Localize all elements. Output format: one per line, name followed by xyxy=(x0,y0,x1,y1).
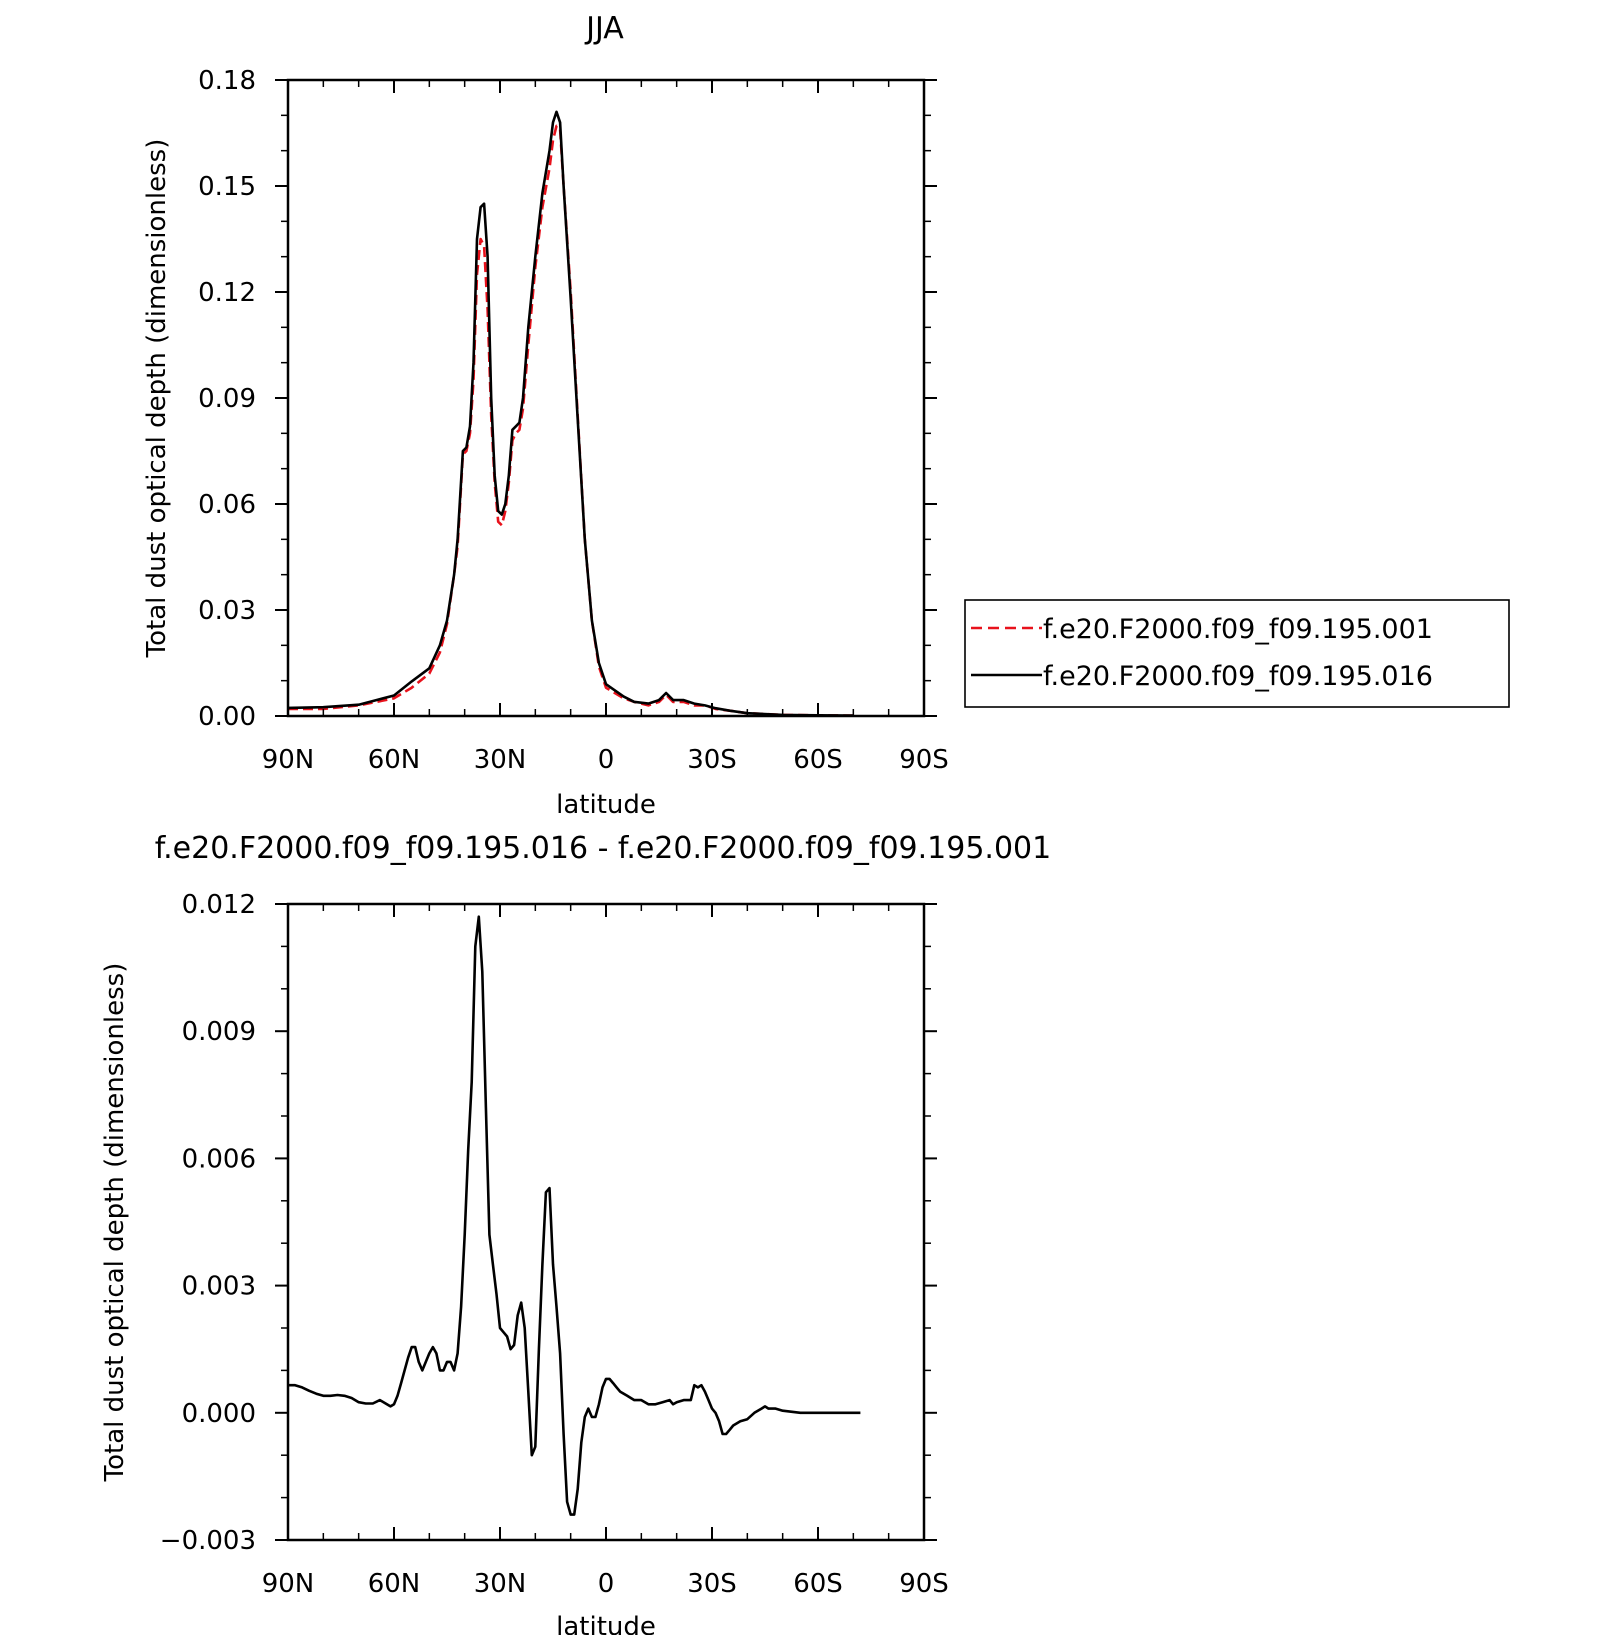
bottom-x-tick-label: 90S xyxy=(899,1569,949,1599)
top-series-line-2 xyxy=(287,110,854,717)
top-plot-frame xyxy=(286,78,926,718)
top-x-axis-label: latitude xyxy=(556,790,656,820)
top-y-tick-label: 0.18 xyxy=(198,66,256,96)
bottom-y-tick-label: 0.009 xyxy=(182,1017,256,1047)
legend-box xyxy=(964,599,1510,708)
top-x-tick-label: 90S xyxy=(899,745,949,775)
bottom-x-axis-label: latitude xyxy=(556,1612,656,1635)
top-x-tick-label: 90N xyxy=(262,745,315,775)
bottom-y-tick-label: −0.003 xyxy=(160,1526,256,1556)
bottom-x-tick-label: 0 xyxy=(598,1569,615,1599)
bottom-x-tick-label: 30S xyxy=(687,1569,737,1599)
bottom-chart: f.e20.F2000.f09_f09.195.016 - f.e20.F200… xyxy=(100,831,1051,1635)
top-y-tick-label: 0.15 xyxy=(198,172,256,202)
top-chart: JJA 90N 60N 30N 0 30S 60S 90S 0.00 0.03 0.06 0.09 0… xyxy=(142,11,949,820)
bottom-y-tick-label: 0.006 xyxy=(182,1144,256,1174)
bottom-plot-frame xyxy=(286,902,926,1542)
legend: f.e20.F2000.f09_f09.195.001 f.e20.F2000.… xyxy=(964,599,1510,708)
top-series-line-1 xyxy=(288,124,854,717)
bottom-chart-title: f.e20.F2000.f09_f09.195.016 - f.e20.F200… xyxy=(155,831,1051,866)
bottom-x-tick-label: 90N xyxy=(262,1569,315,1599)
top-x-tick-label: 60S xyxy=(793,745,843,775)
top-x-tick-label: 30S xyxy=(687,745,737,775)
bottom-x-tick-label: 60S xyxy=(793,1569,843,1599)
bottom-y-tick-label: 0.000 xyxy=(182,1399,256,1429)
bottom-x-tick-label: 30N xyxy=(474,1569,527,1599)
top-x-tick-label: 60N xyxy=(368,745,421,775)
top-y-tick-label: 0.06 xyxy=(198,490,256,520)
top-x-tick-label: 30N xyxy=(474,745,527,775)
bottom-y-tick-label: 0.012 xyxy=(182,890,256,920)
bottom-y-tick-label: 0.003 xyxy=(182,1272,256,1302)
top-y-tick-label: 0.09 xyxy=(198,384,256,414)
top-x-tick-label: 0 xyxy=(598,745,615,775)
top-y-tick-label: 0.12 xyxy=(198,278,256,308)
legend-label-series-1: f.e20.F2000.f09_f09.195.001 xyxy=(1043,614,1433,645)
top-chart-title: JJA xyxy=(584,11,624,46)
bottom-y-axis-label: Total dust optical depth (dimensionless) xyxy=(100,963,130,1483)
top-y-tick-label: 0.00 xyxy=(198,702,256,732)
top-y-tick-label: 0.03 xyxy=(198,596,256,626)
top-y-axis-label: Total dust optical depth (dimensionless) xyxy=(142,139,172,659)
bottom-series-line-1 xyxy=(288,915,861,1516)
bottom-x-tick-label: 60N xyxy=(368,1569,421,1599)
legend-label-series-2: f.e20.F2000.f09_f09.195.016 xyxy=(1043,661,1433,692)
